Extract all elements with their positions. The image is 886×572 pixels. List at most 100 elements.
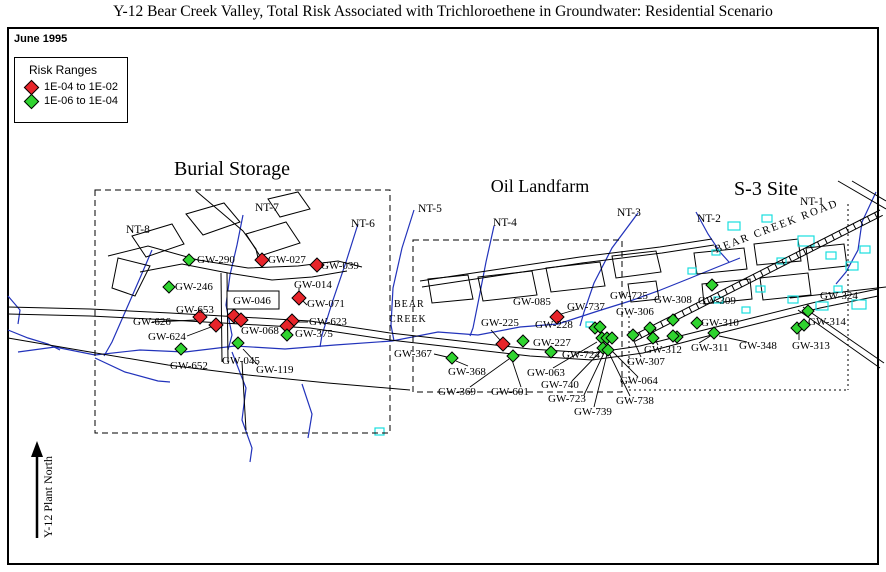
road-hatch-tick [831,234,835,241]
road-hatch-tick [788,256,793,262]
well-marker-low-risk[interactable] [516,334,530,348]
well-marker-low-risk[interactable] [593,320,607,334]
well-marker-low-risk[interactable] [707,326,721,340]
well-label: GW-626 [133,316,171,328]
road-hatch-tick [859,219,864,226]
road-hatch-tick [816,241,821,248]
road-hatch-tick [802,248,807,255]
north-arrow-head [31,441,43,457]
well-marker-high-risk[interactable] [192,309,208,325]
well-label: GW-368 [448,366,486,378]
road-line [195,190,259,259]
building-outline [753,238,802,266]
pond-outline [845,261,859,271]
pond-outline [711,249,721,256]
tributary-label: NT-5 [418,203,442,215]
well-marker-high-risk[interactable] [208,317,224,333]
stream-line [94,357,171,383]
well-marker-low-risk[interactable] [162,280,176,294]
well-label: GW-246 [175,281,213,293]
well-label: GW-739 [574,406,612,418]
well-label: GW-725 [610,290,648,302]
label-leader-line [552,341,598,369]
well-marker-high-risk[interactable] [233,312,249,328]
building-outline [131,223,185,258]
building-outline [477,270,538,302]
well-marker-low-risk[interactable] [797,318,811,332]
road-hatch-tick [695,303,700,309]
well-marker-high-risk[interactable] [291,290,307,306]
road-hatch-tick [838,230,842,237]
building-outline [759,272,812,301]
well-label: GW-723 [548,393,586,405]
well-marker-low-risk[interactable] [605,331,619,345]
well-marker-low-risk[interactable] [705,278,719,292]
road-line [797,309,881,369]
well-marker-low-risk[interactable] [643,321,657,335]
tributary-label: NT-3 [617,207,641,219]
stream-line [225,214,244,351]
well-marker-low-risk[interactable] [666,313,680,327]
road-hatch-tick [852,223,857,230]
figure-title: Y-12 Bear Creek Valley, Total Risk Assoc… [113,3,773,20]
well-marker-low-risk[interactable] [601,343,615,357]
well-marker-low-risk[interactable] [445,351,459,365]
tributary-label: NT-8 [126,224,150,236]
well-marker-low-risk[interactable] [280,328,294,342]
well-label: GW-369 [438,386,476,398]
well-marker-low-risk[interactable] [646,331,660,345]
well-marker-low-risk[interactable] [506,349,520,363]
well-marker-low-risk[interactable] [544,345,558,359]
pond-outline [797,235,815,247]
building-outline [427,274,474,304]
well-marker-high-risk[interactable] [495,336,511,352]
label-leader-line [151,319,197,323]
well-marker-low-risk[interactable] [231,336,245,350]
well-marker-low-risk[interactable] [690,316,704,330]
well-marker-low-risk[interactable] [182,253,196,267]
stream-line [301,383,313,439]
road-line [421,244,715,288]
road-line [220,272,223,363]
well-label: GW-308 [654,294,692,306]
well-marker-low-risk[interactable] [626,328,640,342]
well-marker-low-risk[interactable] [801,304,815,318]
road-hatch-tick [724,288,728,295]
well-label: GW-227 [533,337,571,349]
well-label: GW-724 [562,349,600,361]
tributary-label: NT-7 [255,202,279,214]
road-line [851,180,886,202]
site-boundary-dashed [94,189,391,434]
label-leader-line [583,352,605,396]
well-label: GW-039 [321,260,359,272]
well-label: GW-737 [567,301,605,313]
well-label: GW-312 [644,344,682,356]
road-hatch-tick [738,281,743,288]
well-label: GW-068 [241,325,279,337]
well-marker-low-risk[interactable] [174,342,188,356]
pond-outline [374,427,385,436]
building-outline [693,247,748,275]
well-label: GW-071 [307,298,345,310]
well-marker-high-risk[interactable] [549,309,565,325]
stream-line [103,249,153,357]
well-marker-high-risk[interactable] [254,252,270,268]
region-title: Oil Landfarm [491,176,589,196]
date-label: June 1995 [14,33,68,45]
label-leader-line [718,335,748,343]
pond-outline [825,251,837,260]
road-line [419,238,713,282]
label-leader-line [610,349,639,378]
label-leader-line [698,334,713,344]
well-marker-high-risk[interactable] [309,257,325,273]
stream-line [835,191,877,285]
road-hatch-tick [781,259,785,266]
road-hatch-tick [874,212,878,219]
creek-label: BEAR [394,299,425,310]
well-label: GW-348 [739,340,777,352]
well-label: GW-652 [170,360,208,372]
stream-line [231,351,253,463]
well-marker-low-risk[interactable] [666,329,680,343]
pond-outline [761,214,773,223]
